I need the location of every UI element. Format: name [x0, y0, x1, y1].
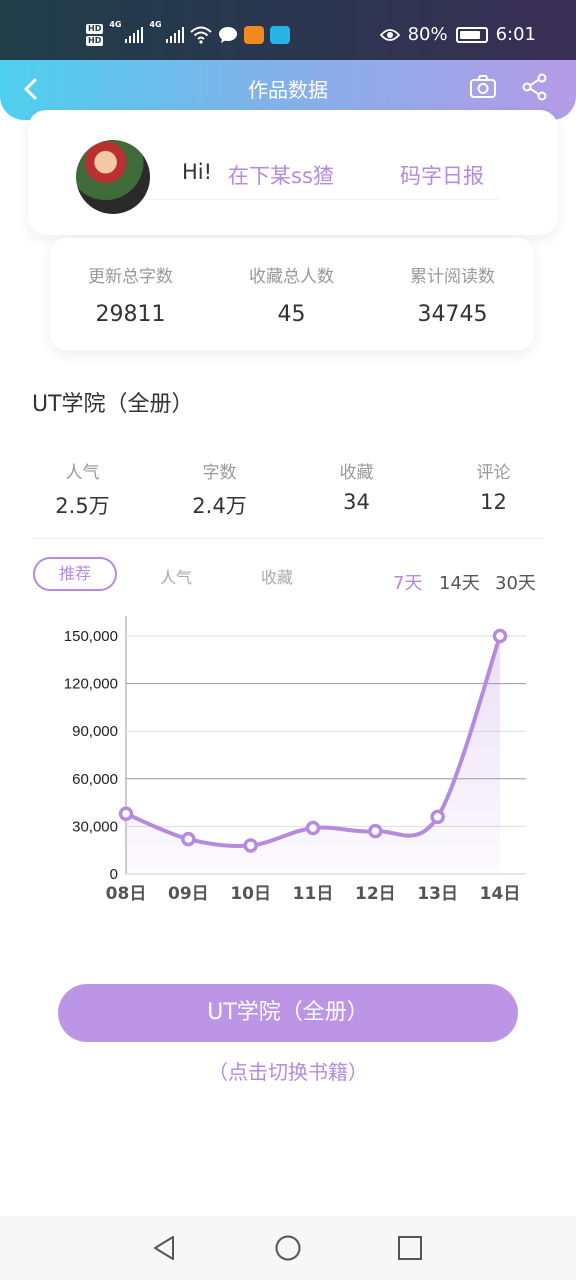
x-tick-label: 13日 [417, 884, 458, 904]
status-bar: HD HD 4G 4G 80% 6:01 [0, 0, 576, 60]
data-point[interactable] [430, 809, 445, 825]
x-tick-label: 08日 [106, 884, 147, 904]
battery-icon [455, 26, 488, 43]
tab-favorites[interactable]: 收藏 [261, 568, 294, 587]
camera-icon[interactable] [468, 72, 498, 102]
stat-label: 更新总字数 [88, 267, 173, 287]
x-tick-label: 09日 [168, 884, 209, 904]
wifi-icon [189, 26, 212, 44]
range-7-days[interactable]: 7天 [393, 573, 423, 594]
y-tick-label: 90,000 [72, 723, 118, 740]
status-left: HD HD 4G 4G [86, 20, 290, 50]
data-point[interactable] [118, 806, 134, 821]
y-tick-label: 30,000 [72, 818, 118, 835]
stat-value: 34745 [417, 302, 488, 327]
username: 在下某ss猹 [228, 164, 334, 188]
metric-value: 12 [480, 490, 507, 514]
home-nav-icon[interactable] [274, 1234, 302, 1262]
system-nav-bar [0, 1216, 576, 1280]
battery-percent: 80% [407, 24, 448, 45]
tab-recommend[interactable]: 推荐 [33, 557, 117, 591]
metric-label: 字数 [202, 463, 237, 483]
tab-popularity[interactable]: 人气 [160, 568, 193, 587]
switch-book-button[interactable]: UT学院（全册） [58, 984, 518, 1042]
divider [148, 199, 498, 200]
divider [32, 538, 544, 539]
app-notification-icon [243, 26, 264, 44]
back-nav-icon[interactable] [151, 1234, 179, 1262]
clock: 6:01 [495, 24, 536, 45]
page-title: 作品数据 [248, 78, 328, 102]
data-point[interactable] [305, 820, 321, 836]
back-arrow-icon[interactable] [18, 74, 44, 104]
range-30-days[interactable]: 30天 [495, 573, 536, 594]
profile-card: Hi! 在下某ss猹 码字日报 [28, 110, 558, 235]
recents-nav-icon[interactable] [396, 1234, 424, 1262]
chat-icon [218, 27, 237, 43]
hd-icons: HD HD [86, 24, 104, 46]
data-point[interactable] [368, 823, 383, 839]
chart-area [126, 636, 500, 874]
x-tick-label: 10日 [230, 884, 271, 904]
range-14-days[interactable]: 14天 [439, 573, 480, 594]
data-point[interactable] [243, 838, 258, 853]
x-tick-label: 11日 [293, 884, 334, 904]
switch-book-hint[interactable]: （点击切换书籍） [208, 1060, 368, 1084]
metric-value: 34 [343, 490, 370, 514]
stat-label: 收藏总人数 [249, 267, 334, 287]
trend-chart: 0 30,000 60,000 90,000 120,000 150,000 08日 09日 1… [64, 616, 526, 904]
stat-value: 45 [277, 302, 306, 327]
book-metrics: 人气 2.5万 字数 2.4万 收藏 34 评论 12 [14, 450, 562, 540]
signal-icon-2 [165, 27, 184, 43]
stat-label: 累计阅读数 [410, 267, 495, 287]
stats-card: 更新总字数 29811 收藏总人数 45 累计阅读数 34745 [50, 238, 534, 350]
metric-label: 收藏 [339, 463, 374, 483]
x-tick-label: 12日 [355, 884, 396, 904]
metric-value: 2.5万 [55, 494, 110, 518]
app-notification-icon-2 [269, 26, 290, 44]
metric-label: 人气 [65, 463, 100, 483]
y-tick-label: 150,000 [64, 628, 118, 645]
greeting: Hi! [182, 160, 213, 184]
metric-label: 评论 [476, 463, 511, 483]
hd-icon-2: HD [86, 36, 104, 46]
y-tick-label: 120,000 [64, 676, 118, 693]
daily-report-link[interactable]: 码字日报 [400, 164, 484, 188]
y-tick-label: 0 [110, 866, 118, 883]
eye-icon [379, 28, 400, 41]
y-tick-label: 60,000 [72, 771, 118, 788]
share-icon[interactable] [520, 72, 550, 102]
avatar[interactable] [76, 140, 150, 214]
hd-icon-1: HD [86, 24, 104, 34]
network-type-1: 4G [109, 20, 122, 29]
x-tick-label: 14日 [480, 884, 521, 904]
metric-value: 2.4万 [192, 494, 247, 518]
stat-value: 29811 [95, 302, 166, 327]
network-type-2: 4G [149, 20, 162, 29]
data-point[interactable] [181, 831, 196, 847]
data-point[interactable] [492, 628, 508, 644]
book-title: UT学院（全册） [32, 392, 194, 417]
signal-icon [125, 27, 144, 43]
status-right: 80% 6:01 [379, 24, 536, 45]
